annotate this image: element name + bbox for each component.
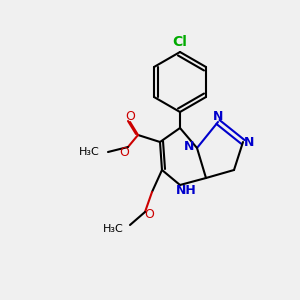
Text: Cl: Cl <box>172 35 188 49</box>
Text: H₃C: H₃C <box>79 147 100 157</box>
Text: N: N <box>184 140 194 152</box>
Text: O: O <box>125 110 135 124</box>
Text: H₃C: H₃C <box>103 224 124 234</box>
Text: NH: NH <box>176 184 197 196</box>
Text: N: N <box>213 110 223 124</box>
Text: O: O <box>144 208 154 221</box>
Text: O: O <box>119 146 129 158</box>
Text: N: N <box>244 136 254 148</box>
